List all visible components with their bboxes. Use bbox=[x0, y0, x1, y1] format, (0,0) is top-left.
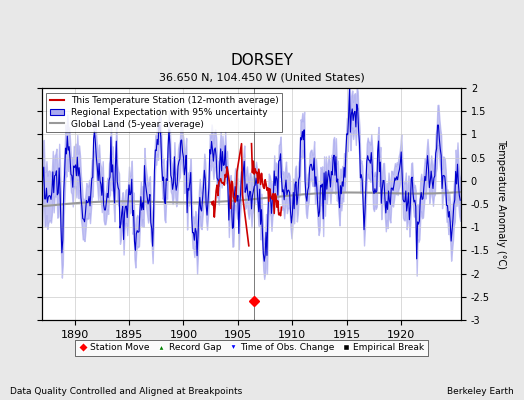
Y-axis label: Temperature Anomaly (°C): Temperature Anomaly (°C) bbox=[497, 139, 507, 269]
Text: DORSEY: DORSEY bbox=[231, 53, 293, 68]
Text: Berkeley Earth: Berkeley Earth bbox=[447, 387, 514, 396]
Text: 36.650 N, 104.450 W (United States): 36.650 N, 104.450 W (United States) bbox=[159, 72, 365, 82]
Legend: This Temperature Station (12-month average), Regional Expectation with 95% uncer: This Temperature Station (12-month avera… bbox=[47, 92, 282, 132]
Legend: Station Move, Record Gap, Time of Obs. Change, Empirical Break: Station Move, Record Gap, Time of Obs. C… bbox=[75, 340, 428, 356]
Text: Data Quality Controlled and Aligned at Breakpoints: Data Quality Controlled and Aligned at B… bbox=[10, 387, 243, 396]
